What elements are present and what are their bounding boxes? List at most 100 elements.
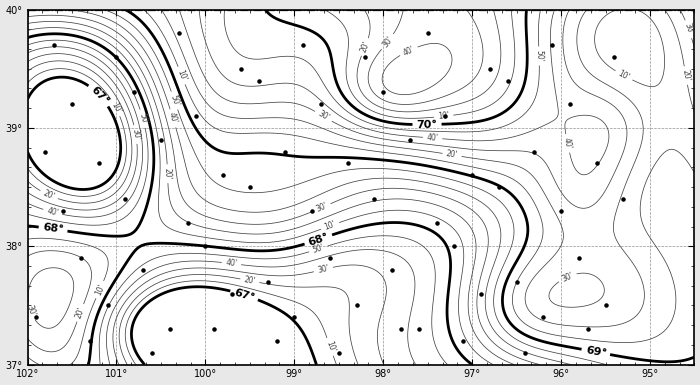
Point — [547, 42, 558, 48]
Point — [31, 314, 42, 320]
Point — [360, 54, 371, 60]
Point — [111, 54, 122, 60]
Text: 30': 30' — [380, 34, 395, 49]
Point — [405, 137, 416, 143]
Text: 20': 20' — [358, 40, 372, 54]
Point — [591, 160, 602, 166]
Point — [173, 30, 184, 36]
Point — [316, 101, 327, 107]
Text: 40': 40' — [46, 206, 60, 218]
Point — [155, 137, 167, 143]
Text: 20': 20' — [680, 69, 692, 82]
Point — [520, 350, 531, 356]
Text: 20': 20' — [163, 167, 172, 180]
Point — [244, 184, 256, 190]
Text: 30': 30' — [130, 128, 141, 141]
Text: 20': 20' — [243, 275, 256, 286]
Text: 30': 30' — [316, 264, 330, 275]
Text: 40': 40' — [562, 137, 573, 150]
Point — [502, 77, 513, 84]
Point — [48, 42, 60, 48]
Point — [146, 350, 158, 356]
Text: 67°: 67° — [88, 84, 110, 106]
Point — [164, 326, 176, 332]
Point — [333, 350, 344, 356]
Point — [458, 338, 469, 344]
Text: 50': 50' — [168, 94, 181, 108]
Point — [129, 89, 140, 95]
Text: 30': 30' — [314, 201, 329, 214]
Point — [609, 54, 620, 60]
Text: 10': 10' — [324, 340, 336, 354]
Point — [564, 101, 575, 107]
Text: 10': 10' — [109, 100, 122, 115]
Point — [573, 255, 584, 261]
Point — [191, 113, 202, 119]
Point — [422, 30, 433, 36]
Point — [76, 255, 87, 261]
Point — [484, 66, 496, 72]
Text: 20': 20' — [42, 189, 56, 202]
Text: 30': 30' — [682, 22, 695, 36]
Point — [556, 208, 567, 214]
Point — [413, 326, 424, 332]
Point — [262, 279, 273, 285]
Point — [280, 149, 291, 155]
Text: 40': 40' — [167, 111, 179, 126]
Point — [377, 89, 388, 95]
Point — [137, 267, 148, 273]
Text: 67°: 67° — [232, 287, 256, 303]
Point — [253, 77, 265, 84]
Point — [227, 291, 238, 297]
Point — [307, 208, 318, 214]
Point — [182, 219, 193, 226]
Text: 50': 50' — [534, 50, 544, 62]
Point — [271, 338, 282, 344]
Text: 68°: 68° — [42, 223, 64, 236]
Point — [466, 172, 477, 178]
Point — [235, 66, 246, 72]
Point — [199, 243, 211, 249]
Text: 40': 40' — [401, 44, 416, 57]
Point — [386, 267, 398, 273]
Point — [617, 196, 629, 202]
Text: 30': 30' — [25, 304, 37, 318]
Text: 68°: 68° — [307, 231, 330, 248]
Text: 50': 50' — [312, 243, 326, 255]
Text: 20': 20' — [74, 306, 87, 320]
Point — [57, 208, 69, 214]
Point — [431, 219, 442, 226]
Point — [209, 326, 220, 332]
Point — [395, 326, 407, 332]
Point — [120, 196, 131, 202]
Text: 40': 40' — [225, 258, 238, 269]
Text: 10': 10' — [323, 220, 337, 232]
Point — [369, 196, 380, 202]
Point — [298, 42, 309, 48]
Point — [528, 149, 540, 155]
Text: 69°: 69° — [584, 345, 608, 359]
Text: 30': 30' — [316, 109, 331, 123]
Point — [84, 338, 95, 344]
Text: 10': 10' — [93, 283, 106, 297]
Text: 30': 30' — [560, 270, 575, 283]
Point — [538, 314, 549, 320]
Text: 10': 10' — [175, 69, 188, 83]
Point — [66, 101, 78, 107]
Text: 70°: 70° — [416, 119, 438, 130]
Text: 40': 40' — [426, 133, 439, 143]
Point — [102, 302, 113, 308]
Point — [511, 279, 522, 285]
Text: 20': 20' — [446, 149, 459, 160]
Point — [93, 160, 104, 166]
Text: 10': 10' — [617, 69, 631, 82]
Point — [288, 314, 300, 320]
Text: 10': 10' — [438, 111, 450, 121]
Point — [449, 243, 460, 249]
Point — [40, 149, 51, 155]
Point — [324, 255, 335, 261]
Point — [582, 326, 594, 332]
Point — [494, 184, 505, 190]
Text: 50': 50' — [137, 112, 149, 126]
Point — [218, 172, 229, 178]
